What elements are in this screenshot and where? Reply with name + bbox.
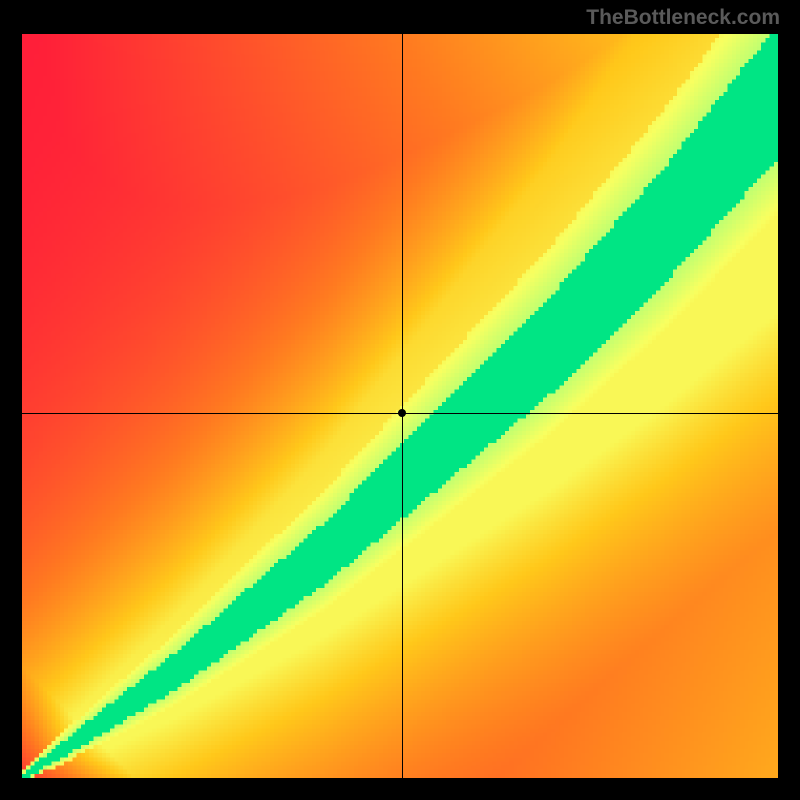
watermark-text: TheBottleneck.com [586,6,780,30]
crosshair-marker-dot [398,409,406,417]
plot-area [22,34,778,778]
crosshair-vertical [402,34,403,778]
chart-container: TheBottleneck.com [0,0,800,800]
heatmap-canvas [22,34,778,778]
